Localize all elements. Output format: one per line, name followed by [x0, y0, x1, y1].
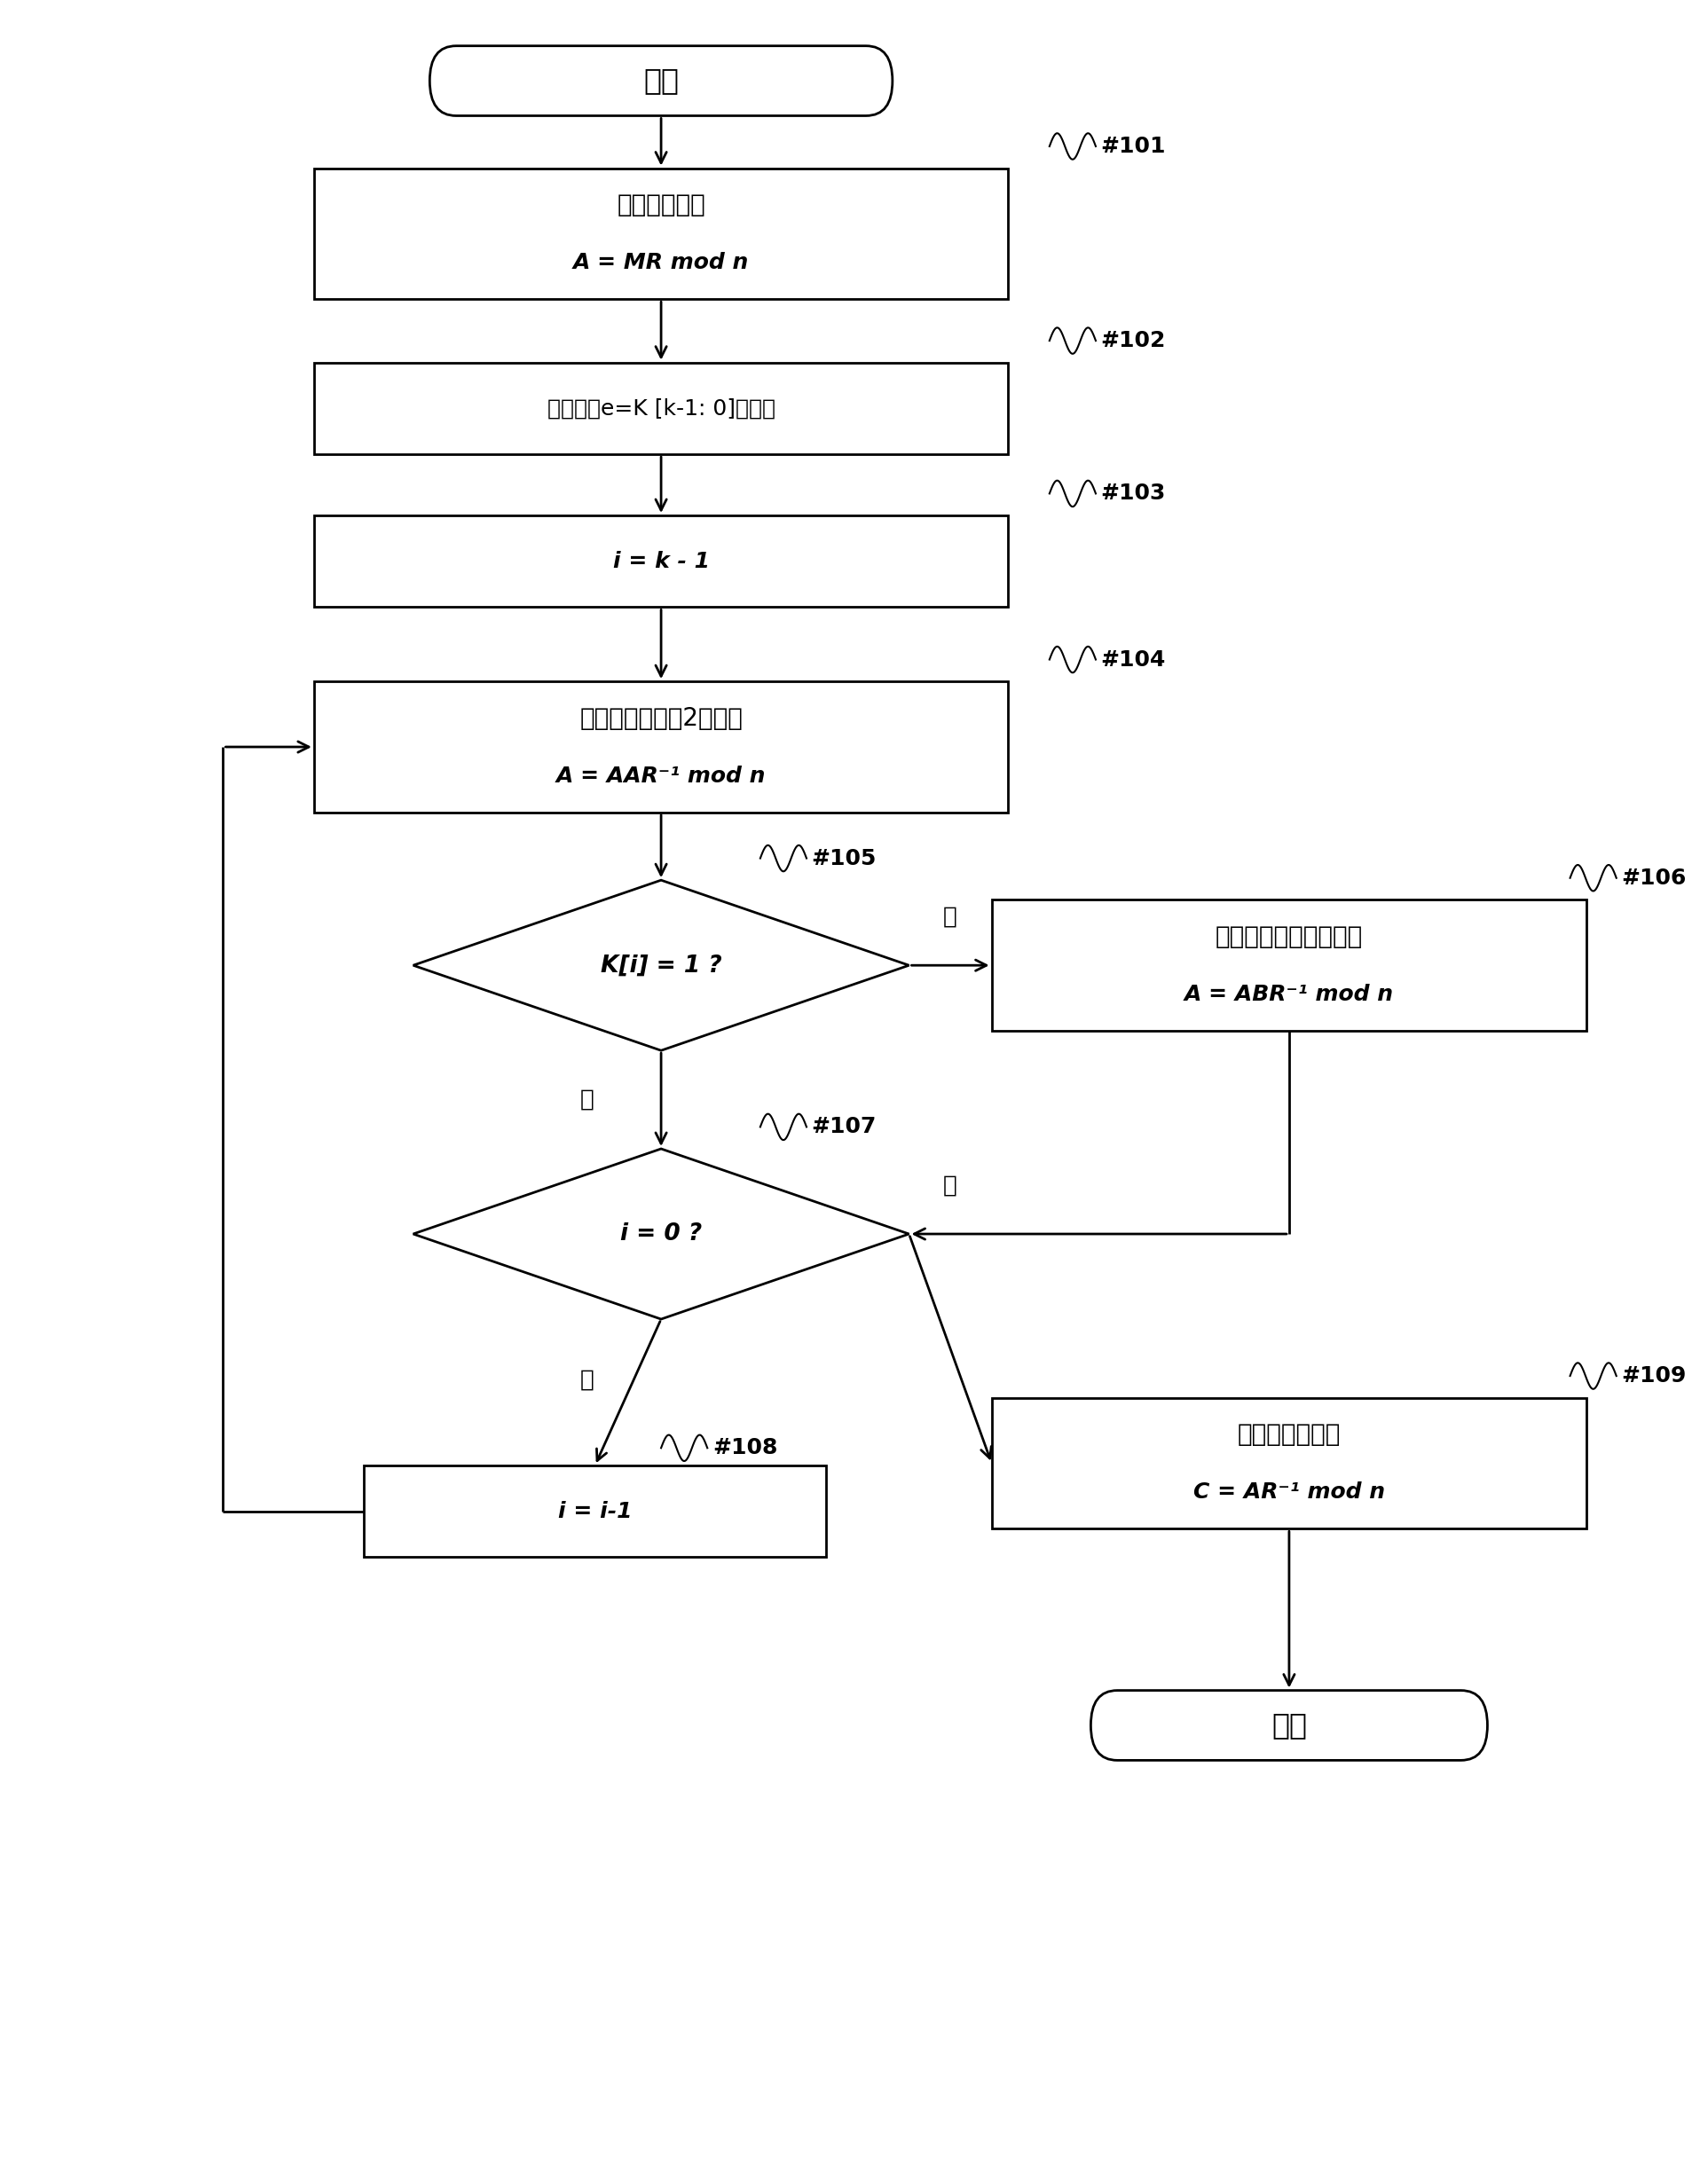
FancyBboxPatch shape — [313, 363, 1008, 454]
Text: 否: 否 — [579, 1369, 594, 1391]
Text: 是: 是 — [942, 906, 958, 928]
Text: #106: #106 — [1621, 867, 1685, 889]
Text: 是: 是 — [942, 1175, 958, 1197]
Text: 否: 否 — [579, 1088, 594, 1112]
Text: i = 0 ?: i = 0 ? — [619, 1223, 702, 1245]
FancyBboxPatch shape — [430, 46, 892, 116]
Text: 蒙哥马利乘法（2乘法）: 蒙哥马利乘法（2乘法） — [579, 705, 743, 729]
FancyBboxPatch shape — [992, 1398, 1585, 1529]
Text: 开始: 开始 — [643, 66, 678, 96]
FancyBboxPatch shape — [1090, 1690, 1487, 1760]
Text: #105: #105 — [810, 847, 876, 869]
Text: i = i-1: i = i-1 — [558, 1500, 631, 1522]
Text: 加密密鑰e=K [k-1: 0]的读出: 加密密鑰e=K [k-1: 0]的读出 — [547, 397, 775, 419]
Text: A = MR mod n: A = MR mod n — [574, 251, 748, 273]
Text: C = AR⁻¹ mod n: C = AR⁻¹ mod n — [1193, 1481, 1384, 1503]
Text: #101: #101 — [1100, 135, 1166, 157]
Text: 蒙哥马利变换: 蒙哥马利变换 — [616, 192, 706, 216]
Text: i = k - 1: i = k - 1 — [613, 550, 709, 572]
FancyBboxPatch shape — [313, 515, 1008, 607]
Text: 蒙哥马利乘法（乘法）: 蒙哥马利乘法（乘法） — [1215, 924, 1362, 948]
Text: A = ABR⁻¹ mod n: A = ABR⁻¹ mod n — [1184, 983, 1393, 1005]
Text: #104: #104 — [1100, 649, 1166, 670]
Text: #102: #102 — [1100, 330, 1166, 352]
Text: 结束: 结束 — [1271, 1710, 1306, 1741]
Text: #107: #107 — [810, 1116, 876, 1138]
Text: #108: #108 — [712, 1437, 777, 1459]
FancyBboxPatch shape — [313, 168, 1008, 299]
Text: A = AAR⁻¹ mod n: A = AAR⁻¹ mod n — [557, 764, 765, 786]
Text: #109: #109 — [1621, 1365, 1685, 1387]
Text: 蒙哥马利逆变换: 蒙哥马利逆变换 — [1237, 1422, 1340, 1446]
FancyBboxPatch shape — [364, 1465, 826, 1557]
Text: #103: #103 — [1100, 483, 1166, 505]
FancyBboxPatch shape — [313, 681, 1008, 812]
Polygon shape — [413, 880, 909, 1051]
Polygon shape — [413, 1149, 909, 1319]
FancyBboxPatch shape — [992, 900, 1585, 1031]
Text: K[i] = 1 ?: K[i] = 1 ? — [601, 954, 721, 976]
